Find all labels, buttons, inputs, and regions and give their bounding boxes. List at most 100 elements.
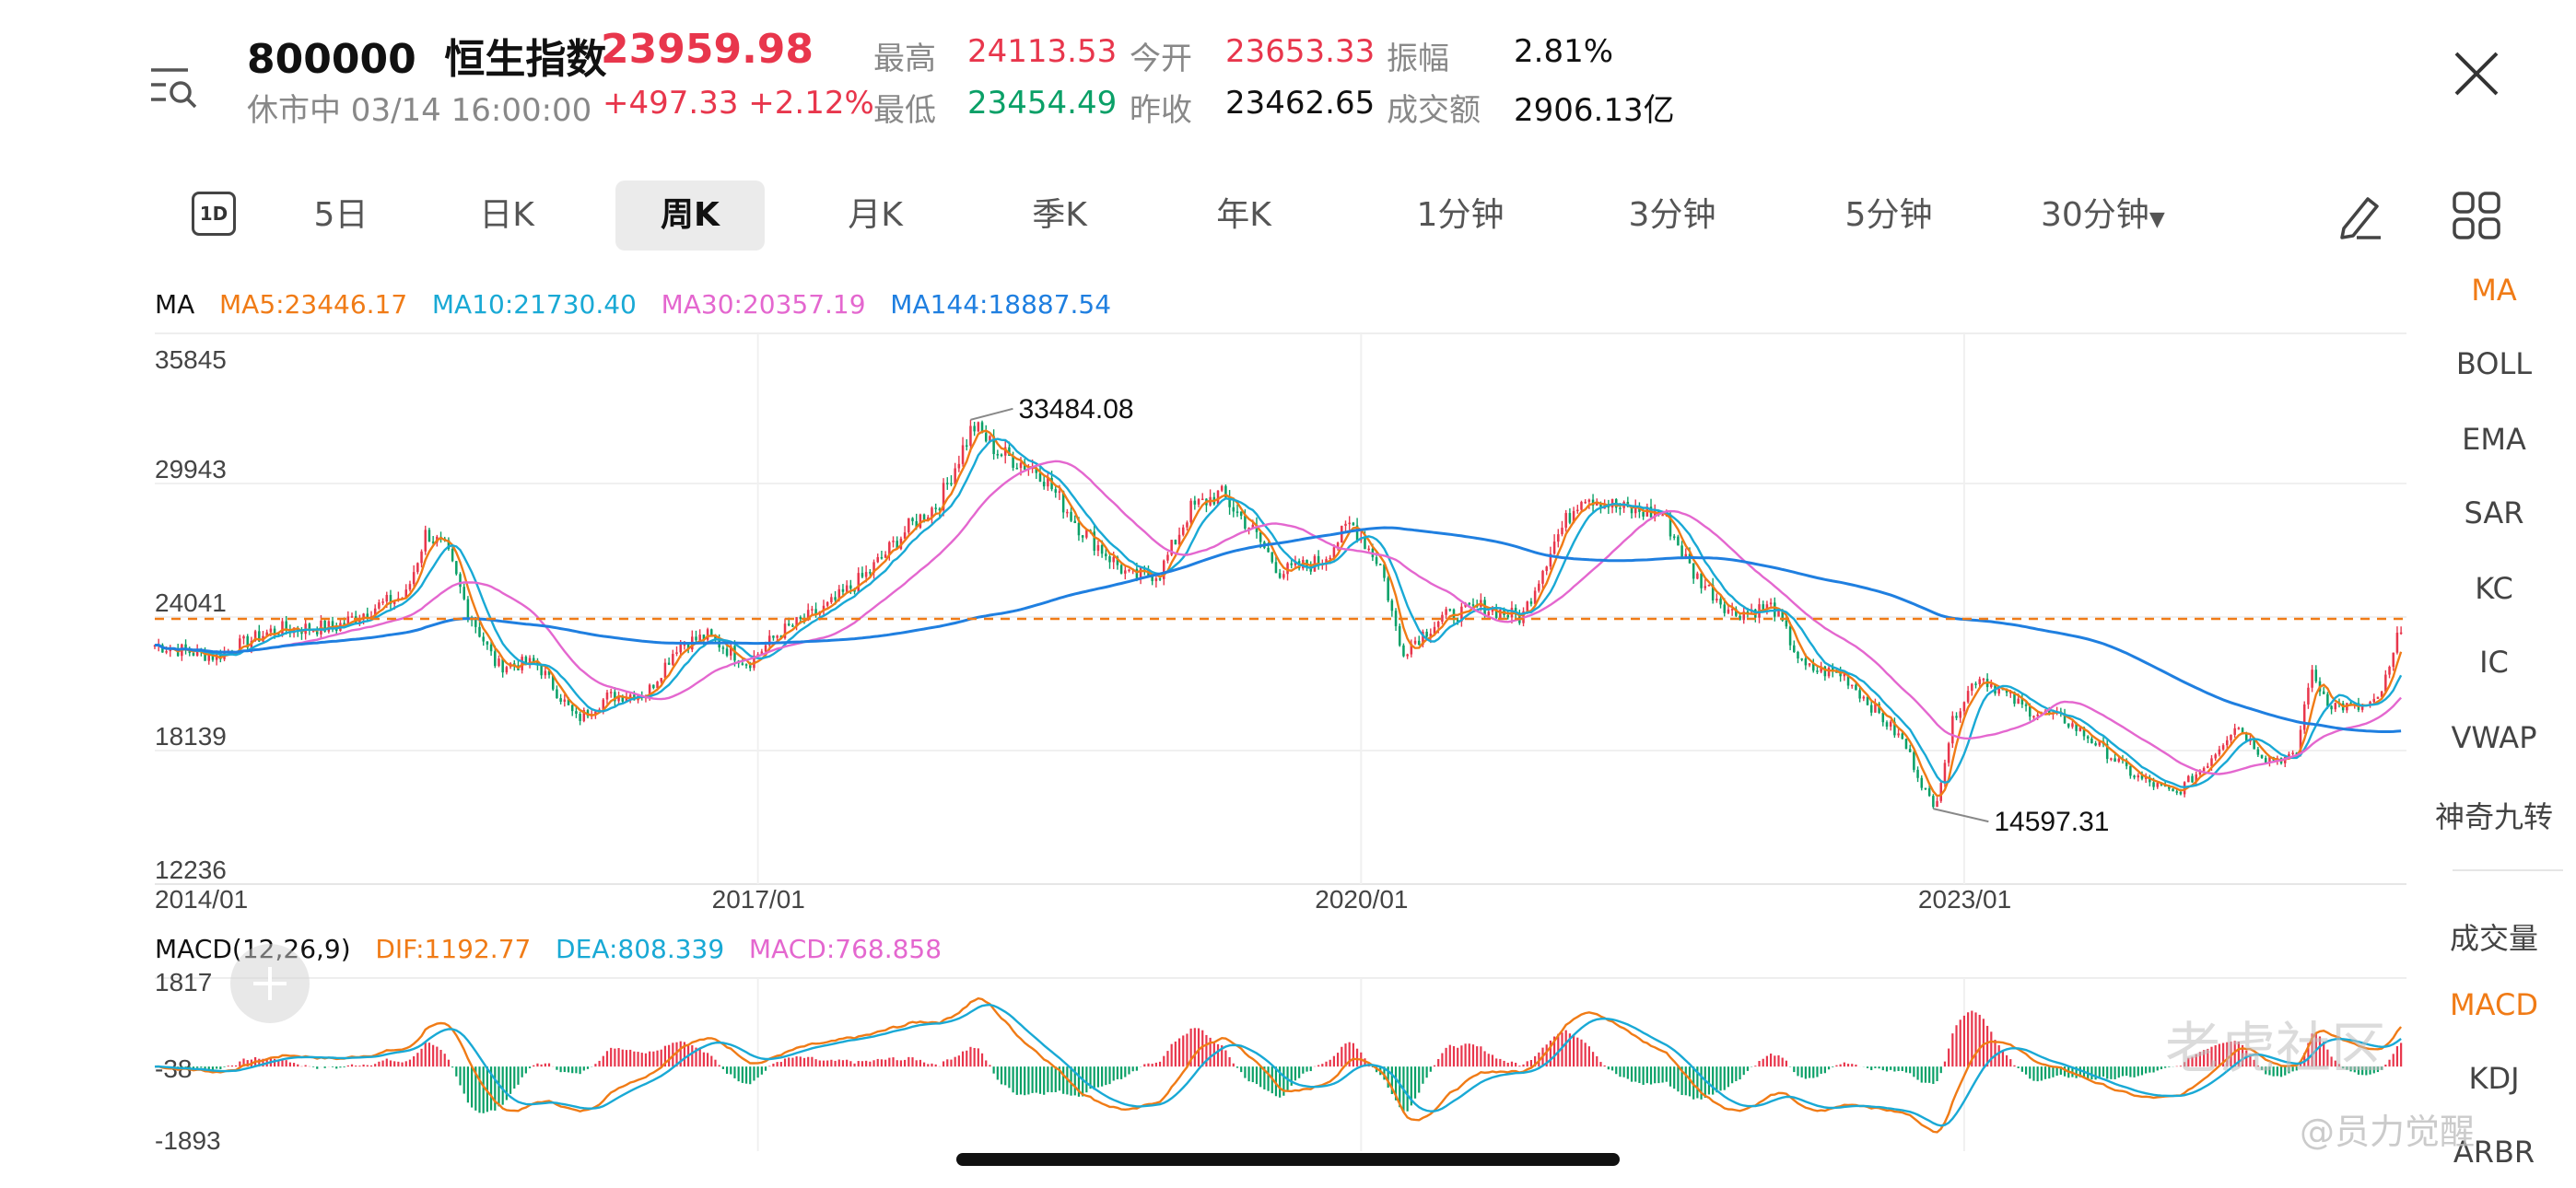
candle-body [1352,522,1355,526]
candle-body [1677,536,1680,546]
candle-body [1762,604,1764,610]
candle-body [989,436,991,442]
candle-body [1174,540,1177,545]
indicator-ema[interactable]: EMA [2462,422,2526,457]
indicator-ic[interactable]: IC [2479,645,2509,680]
ma5-legend: MA5:23446.17 [219,289,408,320]
tab-5day[interactable]: 5日 [313,196,369,234]
tab-daily-k[interactable]: 日K [479,196,534,234]
candle-body [486,641,489,645]
candle-body [2295,752,2299,755]
pencil-icon[interactable] [2335,190,2386,241]
candle-body [1742,611,1745,621]
candle-body [806,610,810,621]
candle-body [1487,611,1491,616]
candle-body [861,573,864,577]
candle-body [1364,538,1366,550]
candle-body [625,697,628,702]
candle-body [2082,727,2086,737]
candle-body [2372,698,2376,703]
candle-body [1855,684,1857,691]
tab-quarterly-k[interactable]: 季K [1032,196,1087,234]
candle-body [1417,640,1421,646]
candle-body [1568,513,1572,523]
candle-body [1355,525,1359,541]
candle-body [350,616,354,618]
candle-body [273,628,276,634]
indicator-kc[interactable]: KC [2475,571,2513,606]
candle-body [2198,771,2202,775]
candle-body [1800,658,1803,660]
candle-body [1448,609,1452,611]
candle-body [2032,716,2035,718]
indicator-arbr[interactable]: ARBR [2453,1135,2535,1170]
tab-yearly-k[interactable]: 年K [1216,196,1271,234]
candle-body [1239,511,1243,516]
candle-body [892,541,895,542]
candle-body [1943,763,1947,784]
candle-body [1533,590,1537,604]
price-change: +497.33 +2.12% [603,85,874,122]
y-tick-label: 18139 [155,722,227,751]
tab-1d[interactable]: 1D [184,181,240,250]
candle-body [1692,563,1695,579]
candle-body [408,584,412,590]
candle-body [2322,691,2325,694]
candle-body [494,651,497,667]
indicator-sar[interactable]: SAR [2464,495,2524,530]
candle-body [281,621,284,635]
candle-body [2063,713,2067,724]
candle-body [706,629,709,640]
candle-body [869,572,872,574]
grid-icon[interactable] [2451,190,2502,241]
home-indicator [956,1153,1620,1166]
candle-body [1158,578,1162,580]
dif-line [154,996,2403,1134]
candle-body [919,514,922,529]
candle-body [2384,674,2387,692]
high-label: 最高 [873,41,936,77]
candle-body [1445,609,1447,615]
candle-body [1081,535,1084,538]
indicator-vwap[interactable]: VWAP [2451,720,2537,755]
x-tick-label: 2017/01 [712,885,805,914]
tab-5min[interactable]: 5分钟 [1844,196,1933,234]
candle-body [1406,654,1409,657]
indicator-td9[interactable]: 神奇九转 [2434,799,2553,834]
candle-body [1924,787,1927,790]
candle-body [1885,722,1889,728]
indicator-ma[interactable]: MA [2471,273,2517,308]
candle-body [547,670,551,675]
candle-body [2302,704,2306,730]
indicator-macd[interactable]: MACD [2450,987,2538,1022]
candle-body [165,651,168,653]
candle-body [748,665,752,669]
candle-body [2218,749,2221,755]
candle-body [1061,491,1065,513]
candle-body [753,655,755,669]
candle-body [404,589,408,599]
tab-monthly-k[interactable]: 月K [848,196,903,234]
tab-30min-dropdown[interactable]: 30分钟▼ [2041,181,2207,250]
candle-body [2260,754,2264,759]
candle-body [609,692,613,693]
candle-body [814,609,817,615]
close-icon[interactable] [2449,46,2504,101]
candle-body [246,635,249,648]
tab-3min[interactable]: 3分钟 [1628,196,1716,234]
candle-body [211,655,215,660]
add-indicator-button[interactable] [230,944,310,1023]
candle-body [1746,611,1750,613]
tab-1min[interactable]: 1分钟 [1416,196,1505,234]
tab-weekly-k[interactable]: 周K [615,181,765,250]
candle-body [628,694,632,698]
menu-search-icon[interactable] [147,64,203,111]
ma30-line [154,460,2402,775]
indicator-kdj[interactable]: KDJ [2468,1061,2520,1096]
indicator-boll[interactable]: BOLL [2455,346,2533,381]
candle-body [725,648,729,656]
indicator-volume[interactable]: 成交量 [2449,921,2538,956]
candle-body [1538,583,1540,591]
candle-body [621,695,625,702]
